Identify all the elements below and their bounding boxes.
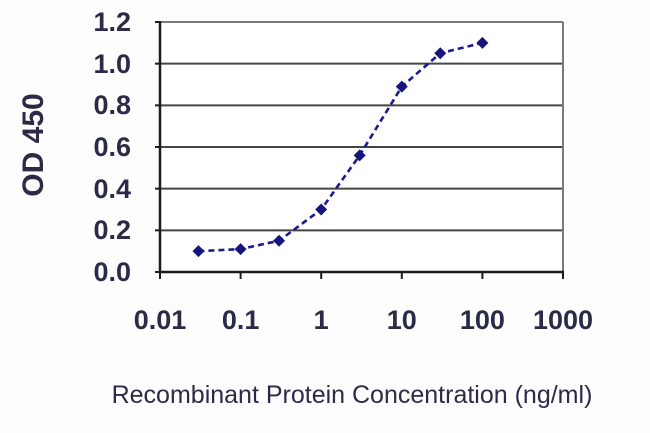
data-point-marker [476, 36, 489, 49]
y-tick-label: 0.4 [93, 173, 131, 204]
y-tick-label: 1.2 [93, 7, 131, 37]
y-tick-label: 0.8 [93, 90, 131, 121]
data-point-marker [192, 245, 205, 258]
x-tick-label: 100 [459, 305, 505, 335]
y-tick-label: 0.2 [93, 215, 131, 246]
x-tick-label: 0.01 [133, 305, 187, 335]
x-tick-label: 1000 [532, 305, 594, 335]
data-point-marker [353, 149, 366, 162]
x-axis-title: Recombinant Protein Concentration (ng/ml… [111, 381, 593, 409]
data-point-marker [315, 203, 328, 216]
x-tick-label: 0.1 [221, 305, 260, 335]
x-tick-label: 1 [313, 305, 329, 335]
y-tick-label: 1.0 [93, 48, 131, 79]
data-line [198, 41, 483, 253]
data-point-marker [273, 234, 286, 247]
x-tick-label: 10 [386, 305, 417, 335]
data-point-marker [434, 47, 447, 60]
data-point-marker [234, 243, 247, 256]
data-point-marker [395, 80, 408, 93]
y-tick-label: 0.6 [93, 132, 131, 162]
y-tick-label: 0.0 [93, 257, 131, 287]
